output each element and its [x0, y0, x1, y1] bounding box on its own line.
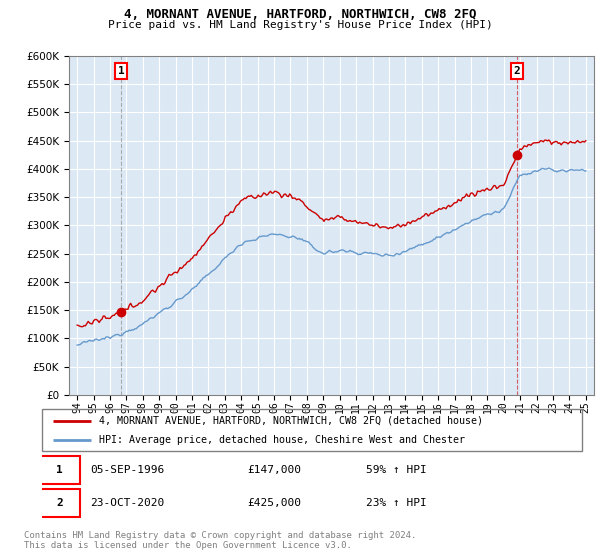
- Text: 2: 2: [56, 498, 63, 508]
- Text: Contains HM Land Registry data © Crown copyright and database right 2024.
This d: Contains HM Land Registry data © Crown c…: [24, 531, 416, 550]
- Text: £147,000: £147,000: [247, 465, 301, 475]
- Text: 4, MORNANT AVENUE, HARTFORD, NORTHWICH, CW8 2FQ: 4, MORNANT AVENUE, HARTFORD, NORTHWICH, …: [124, 8, 476, 21]
- Text: 23% ↑ HPI: 23% ↑ HPI: [366, 498, 427, 508]
- Text: 05-SEP-1996: 05-SEP-1996: [91, 465, 165, 475]
- FancyBboxPatch shape: [40, 456, 80, 484]
- Text: 59% ↑ HPI: 59% ↑ HPI: [366, 465, 427, 475]
- Text: Price paid vs. HM Land Registry's House Price Index (HPI): Price paid vs. HM Land Registry's House …: [107, 20, 493, 30]
- Text: 2: 2: [514, 66, 520, 76]
- Text: 4, MORNANT AVENUE, HARTFORD, NORTHWICH, CW8 2FQ (detached house): 4, MORNANT AVENUE, HARTFORD, NORTHWICH, …: [98, 416, 482, 426]
- Text: HPI: Average price, detached house, Cheshire West and Chester: HPI: Average price, detached house, Ches…: [98, 435, 465, 445]
- Text: 1: 1: [118, 66, 124, 76]
- Text: £425,000: £425,000: [247, 498, 301, 508]
- Text: 23-OCT-2020: 23-OCT-2020: [91, 498, 165, 508]
- FancyBboxPatch shape: [40, 489, 80, 517]
- Text: 1: 1: [56, 465, 63, 475]
